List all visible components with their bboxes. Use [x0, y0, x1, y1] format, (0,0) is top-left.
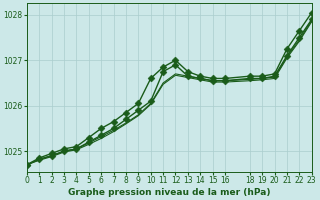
X-axis label: Graphe pression niveau de la mer (hPa): Graphe pression niveau de la mer (hPa)	[68, 188, 270, 197]
